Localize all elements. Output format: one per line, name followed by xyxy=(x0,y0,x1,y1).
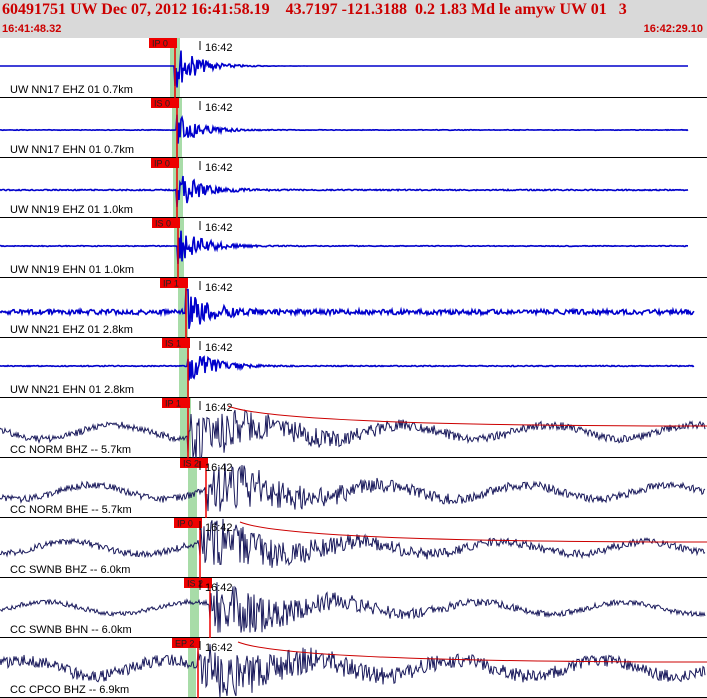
pick-flag[interactable] xyxy=(162,338,190,348)
trace-row: IP 1 16:42 UW NN21 EHZ 01 2.8km xyxy=(0,278,707,338)
pick-label: IP 1 xyxy=(163,279,179,289)
waveform-line xyxy=(0,114,689,144)
pick-window xyxy=(190,578,199,638)
minute-tick-label: 16:42 xyxy=(205,42,233,54)
minute-tick-label: 16:42 xyxy=(205,402,233,414)
trace-row: IS 0 16:42 UW NN17 EHN 01 0.7km xyxy=(0,98,707,158)
pick-flag[interactable] xyxy=(174,518,202,528)
trace-row: IP 1 16:42 CC NORM BHZ -- 5.7km xyxy=(0,398,707,464)
waveform-line xyxy=(0,355,695,381)
trace-row: IS 1 16:42 UW NN21 EHN 01 2.8km xyxy=(0,338,707,398)
pick-label: IS 2 xyxy=(183,459,199,469)
pick-flag[interactable] xyxy=(162,398,190,408)
waveform-line xyxy=(0,288,695,329)
pick-flag[interactable] xyxy=(151,98,179,108)
pick-label: IP 1 xyxy=(165,399,181,409)
waveform-line xyxy=(0,175,689,208)
pick-label: IS 2 xyxy=(187,579,203,589)
station-label: CC NORM BHZ -- 5.7km xyxy=(10,444,131,456)
pick-label: IS 0 xyxy=(154,99,170,109)
pick-label: IS 0 xyxy=(155,219,171,229)
pick-window xyxy=(188,518,197,578)
station-label: CC CPCO BHZ -- 6.9km xyxy=(10,684,129,696)
minute-tick-label: 16:42 xyxy=(205,642,233,654)
station-label: UW NN17 EHN 01 0.7km xyxy=(10,144,134,156)
station-label: UW NN21 EHN 01 2.8km xyxy=(10,384,134,396)
waveform-line xyxy=(0,518,706,568)
minute-tick-label: 16:42 xyxy=(205,222,233,234)
minute-tick-label: 16:42 xyxy=(205,582,233,594)
station-label: UW NN19 EHN 01 1.0km xyxy=(10,264,134,276)
waveform-line xyxy=(0,409,706,464)
waveform-line xyxy=(0,230,688,265)
station-label: CC SWNB BHN -- 6.0km xyxy=(10,624,132,636)
minute-tick-label: 16:42 xyxy=(205,162,233,174)
pick-flag[interactable] xyxy=(184,578,212,588)
pick-flag[interactable] xyxy=(151,158,179,168)
pick-window xyxy=(179,338,189,398)
pick-label: IP 0 xyxy=(177,519,193,529)
trace-row: IS 0 16:42 UW NN19 EHN 01 1.0km xyxy=(0,218,707,278)
trace-row: IP 0 16:42 UW NN19 EHZ 01 1.0km xyxy=(0,158,707,218)
pick-window xyxy=(188,458,197,518)
pick-flag[interactable] xyxy=(160,278,188,288)
station-label: UW NN17 EHZ 01 0.7km xyxy=(10,84,133,96)
trace-row: EP 2 16:42 CC CPCO BHZ -- 6.9km xyxy=(0,638,707,698)
trace-row: IS 2 16:42 CC NORM BHE -- 5.7km xyxy=(0,458,707,518)
trace-row: IS 2 16:42 CC SWNB BHN -- 6.0km xyxy=(0,578,707,638)
pick-label: IP 0 xyxy=(154,159,170,169)
trace-row: IP 0 16:42 CC SWNB BHZ -- 6.0km xyxy=(0,518,707,578)
pick-flag[interactable] xyxy=(172,638,200,648)
pick-window xyxy=(188,638,196,698)
pick-window xyxy=(180,398,191,458)
coda-envelope xyxy=(237,641,707,663)
waveform-line xyxy=(0,582,706,633)
pick-label: IS 1 xyxy=(165,339,181,349)
pick-flag[interactable] xyxy=(180,458,208,468)
pick-window xyxy=(178,278,188,338)
event-title: 60491751 UW Dec 07, 2012 16:41:58.19 43.… xyxy=(2,1,627,18)
seismogram-panel: IP 0 16:42 UW NN17 EHZ 01 0.7km IS 0 16:42 UW… xyxy=(0,38,707,698)
trace-row: IP 0 16:42 UW NN17 EHZ 01 0.7km xyxy=(0,38,707,98)
waveform-line xyxy=(0,463,706,512)
station-label: CC SWNB BHZ -- 6.0km xyxy=(10,564,130,576)
minute-tick-label: 16:42 xyxy=(205,462,233,474)
pick-label: IP 0 xyxy=(152,39,168,49)
waveform-line xyxy=(0,50,688,88)
event-header: 60491751 UW Dec 07, 2012 16:41:58.19 43.… xyxy=(0,0,707,38)
pick-window xyxy=(173,158,183,218)
start-time-label: 16:41:48.32 xyxy=(2,23,62,35)
pick-flag[interactable] xyxy=(152,218,180,228)
waveform-line xyxy=(0,644,706,698)
minute-tick-label: 16:42 xyxy=(205,342,233,354)
minute-tick-label: 16:42 xyxy=(205,102,233,114)
coda-envelope xyxy=(227,405,707,427)
station-label: UW NN19 EHZ 01 1.0km xyxy=(10,204,133,216)
coda-envelope xyxy=(239,521,707,543)
minute-tick-label: 16:42 xyxy=(205,522,233,534)
station-label: UW NN21 EHZ 01 2.8km xyxy=(10,324,133,336)
pick-flag[interactable] xyxy=(149,38,177,48)
pick-label: EP 2 xyxy=(175,639,194,649)
minute-tick-label: 16:42 xyxy=(205,282,233,294)
station-label: CC NORM BHE -- 5.7km xyxy=(10,504,132,516)
end-time-label: 16:42:29.10 xyxy=(643,23,703,35)
